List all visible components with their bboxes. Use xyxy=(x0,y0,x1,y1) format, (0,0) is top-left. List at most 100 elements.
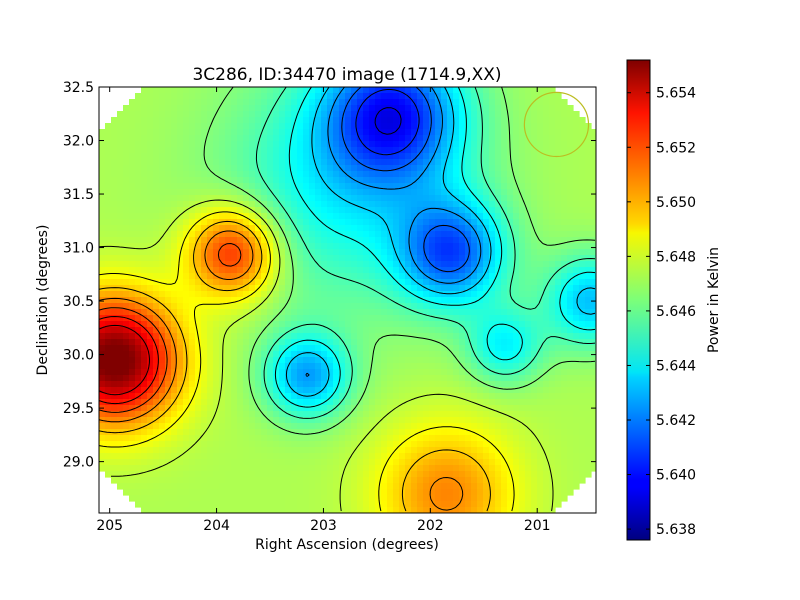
heatmap-cell xyxy=(471,333,478,340)
heatmap-cell xyxy=(435,87,442,94)
heatmap-cell xyxy=(267,105,274,112)
heatmap-cell xyxy=(447,99,454,106)
heatmap-cell xyxy=(213,423,220,430)
heatmap-cell xyxy=(171,183,178,190)
heatmap-cell xyxy=(579,303,586,310)
heatmap-cell xyxy=(321,255,328,262)
heatmap-cell xyxy=(519,267,526,274)
heatmap-cell xyxy=(99,189,106,196)
heatmap-cell xyxy=(105,447,112,454)
heatmap-cell xyxy=(303,99,310,106)
heatmap-cell xyxy=(321,369,328,376)
heatmap-cell xyxy=(519,315,526,322)
heatmap-cell xyxy=(255,327,262,334)
heatmap-cell xyxy=(249,435,256,442)
heatmap-cell xyxy=(429,93,436,100)
heatmap-cell xyxy=(165,171,172,178)
heatmap-cell xyxy=(531,93,538,100)
heatmap-cell xyxy=(507,333,514,340)
heatmap-cell xyxy=(417,303,424,310)
heatmap-cell xyxy=(441,351,448,358)
heatmap-cell xyxy=(537,309,544,316)
heatmap-cell xyxy=(543,213,550,220)
heatmap-cell xyxy=(321,393,328,400)
heatmap-cell xyxy=(177,441,184,448)
heatmap-cell xyxy=(561,285,568,292)
heatmap-cell xyxy=(429,159,436,166)
heatmap-cell xyxy=(477,111,484,118)
heatmap-cell xyxy=(123,441,130,448)
heatmap-cell xyxy=(393,213,400,220)
heatmap-cell xyxy=(333,309,340,316)
heatmap-cell xyxy=(339,351,346,358)
heatmap-cell xyxy=(291,309,298,316)
heatmap-cell xyxy=(519,435,526,442)
heatmap-cell xyxy=(279,159,286,166)
heatmap-cell xyxy=(465,363,472,370)
heatmap-cell xyxy=(183,411,190,418)
heatmap-cell xyxy=(279,105,286,112)
heatmap-cell xyxy=(141,261,148,268)
heatmap-cell xyxy=(507,387,514,394)
heatmap-cell xyxy=(219,435,226,442)
heatmap-cell xyxy=(243,87,250,94)
heatmap-cell xyxy=(291,171,298,178)
heatmap-cell xyxy=(543,357,550,364)
heatmap-cell xyxy=(195,327,202,334)
heatmap-cell xyxy=(375,441,382,448)
heatmap-cell xyxy=(189,315,196,322)
heatmap-cell xyxy=(363,333,370,340)
heatmap-cell xyxy=(243,435,250,442)
heatmap-cell xyxy=(591,177,596,184)
heatmap-cell xyxy=(297,339,304,346)
heatmap-cell xyxy=(153,405,160,412)
heatmap-cell xyxy=(453,417,460,424)
heatmap-cell xyxy=(567,111,574,118)
heatmap-cell xyxy=(321,243,328,250)
heatmap-cell xyxy=(267,231,274,238)
heatmap-cell xyxy=(561,141,568,148)
heatmap-cell xyxy=(453,381,460,388)
heatmap-cell xyxy=(315,309,322,316)
heatmap-cell xyxy=(465,213,472,220)
heatmap-cell xyxy=(207,417,214,424)
heatmap-cell xyxy=(423,381,430,388)
heatmap-cell xyxy=(387,309,394,316)
heatmap-cell xyxy=(111,411,118,418)
heatmap-cell xyxy=(165,441,172,448)
heatmap-cell xyxy=(219,303,226,310)
heatmap-cell xyxy=(333,405,340,412)
heatmap-cell xyxy=(207,99,214,106)
heatmap-cell xyxy=(543,267,550,274)
heatmap-cell xyxy=(417,375,424,382)
heatmap-cell xyxy=(495,273,502,280)
heatmap-cell xyxy=(123,267,130,274)
heatmap-cell xyxy=(345,183,352,190)
heatmap-cell xyxy=(267,399,274,406)
heatmap-cell xyxy=(333,279,340,286)
heatmap-cell xyxy=(273,153,280,160)
heatmap-cell xyxy=(177,345,184,352)
heatmap-cell xyxy=(201,171,208,178)
heatmap-cell xyxy=(309,423,316,430)
heatmap-cell xyxy=(339,429,346,436)
heatmap-cell xyxy=(477,363,484,370)
heatmap-cell xyxy=(141,111,148,118)
heatmap-cell xyxy=(555,135,562,142)
heatmap-cell xyxy=(153,129,160,136)
heatmap-cell xyxy=(195,117,202,124)
heatmap-cell xyxy=(351,273,358,280)
heatmap-cell xyxy=(345,399,352,406)
heatmap-cell xyxy=(225,381,232,388)
heatmap-cell xyxy=(165,273,172,280)
heatmap-cell xyxy=(459,411,466,418)
heatmap-cell xyxy=(459,309,466,316)
heatmap-cell xyxy=(423,153,430,160)
heatmap-cell xyxy=(513,357,520,364)
heatmap-cell xyxy=(177,411,184,418)
heatmap-cell xyxy=(141,267,148,274)
heatmap-cell xyxy=(297,345,304,352)
heatmap-cell xyxy=(381,225,388,232)
heatmap-cell xyxy=(363,351,370,358)
heatmap-cell xyxy=(219,135,226,142)
